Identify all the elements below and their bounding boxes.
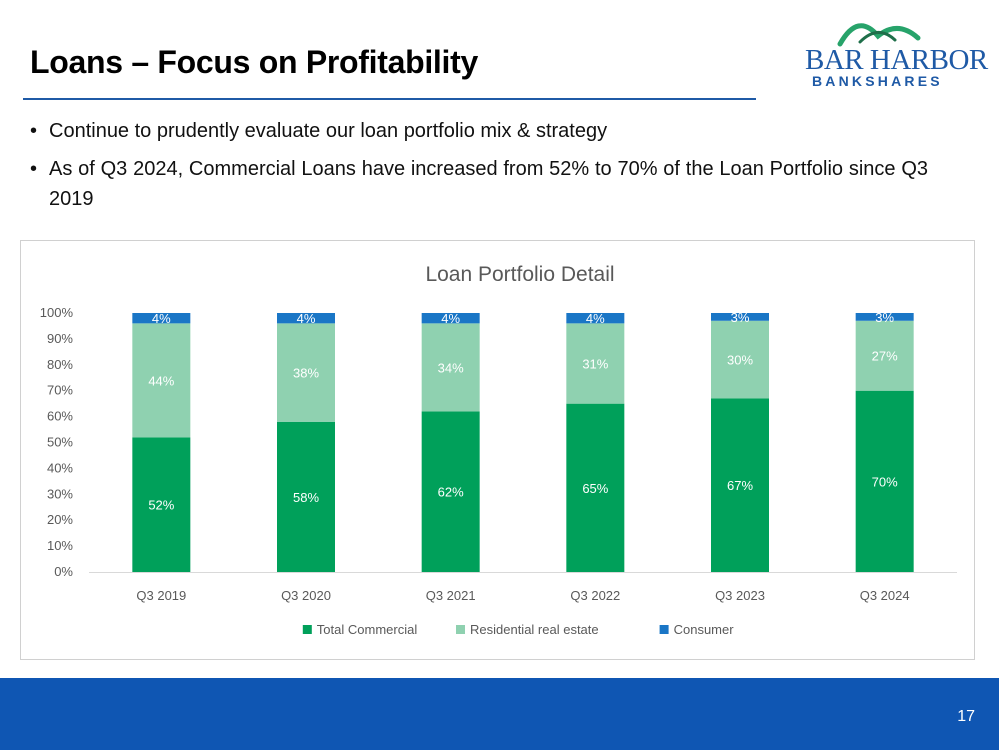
y-tick-label: 100% xyxy=(40,305,74,320)
y-tick-label: 40% xyxy=(47,460,73,475)
y-tick-label: 20% xyxy=(47,512,73,527)
y-tick-label: 10% xyxy=(47,538,73,553)
bar-segment xyxy=(132,323,191,438)
bar-segment xyxy=(711,313,769,321)
bar-segment xyxy=(277,323,335,422)
legend-label: Residential real estate xyxy=(470,622,599,637)
legend-swatch xyxy=(302,625,312,634)
data-label: 4% xyxy=(152,311,171,326)
data-label: 44% xyxy=(148,373,174,388)
bar-segment xyxy=(855,320,914,391)
bullet-text: As of Q3 2024, Commercial Loans have inc… xyxy=(49,158,928,210)
bar-segment xyxy=(421,411,480,572)
y-tick-label: 0% xyxy=(54,564,73,579)
chart-title: Loan Portfolio Detail xyxy=(425,263,614,286)
logo-wordmark-bankshares: BANKSHARES xyxy=(812,73,943,89)
legend-swatch xyxy=(456,625,465,634)
x-tick-label: Q3 2024 xyxy=(860,588,910,603)
stacked-bar-chart: Loan Portfolio Detail 0% 10% 20% 30% 40% 50% 60… xyxy=(40,263,957,637)
y-tick-label: 50% xyxy=(47,435,73,450)
bullet-dot: • xyxy=(30,120,38,142)
legend-label: Total Commercial xyxy=(317,622,418,637)
y-tick-label: 90% xyxy=(47,331,73,346)
legend-label: Consumer xyxy=(674,622,735,637)
bar-segment xyxy=(711,320,769,399)
logo-arc-light xyxy=(837,23,921,47)
bar-segment xyxy=(566,323,625,404)
footer-bar: 17 xyxy=(0,678,999,750)
y-tick-label: 80% xyxy=(47,357,73,372)
data-label: 38% xyxy=(293,366,319,381)
data-label: 3% xyxy=(731,310,750,325)
bar-segment xyxy=(421,323,480,412)
data-label: 34% xyxy=(438,360,464,375)
bar-segment xyxy=(421,313,480,324)
logo-wordmark-bar-harbor: BAR HARBOR xyxy=(805,44,988,76)
data-label: 3% xyxy=(875,310,894,325)
x-tick-label: Q3 2020 xyxy=(281,588,331,603)
x-tick-label: Q3 2019 xyxy=(136,588,186,603)
page-number: 17 xyxy=(957,708,975,725)
data-label: 31% xyxy=(582,357,608,372)
data-label: 4% xyxy=(297,311,316,326)
y-tick-label: 30% xyxy=(47,486,73,501)
y-tick-label: 60% xyxy=(47,409,73,424)
bullet-item: • As of Q3 2024, Commercial Loans have i… xyxy=(30,154,928,214)
x-tick-label: Q3 2021 xyxy=(426,588,476,603)
bar-segment xyxy=(711,398,769,572)
title-underline xyxy=(23,98,756,100)
data-label: 4% xyxy=(586,311,605,326)
bullet-item: • Continue to prudently evaluate our loa… xyxy=(30,116,928,146)
chart-container: Loan Portfolio Detail 0% 10% 20% 30% 40% 50% 60… xyxy=(20,240,975,660)
bar-segment xyxy=(277,421,335,572)
bar-segment xyxy=(132,313,191,324)
data-label: 4% xyxy=(441,311,460,326)
data-label: 27% xyxy=(872,349,898,364)
slide-title: Loans – Focus on Profitability xyxy=(30,44,478,80)
data-label: 58% xyxy=(293,490,319,505)
legend-swatch xyxy=(659,625,669,634)
bullet-list: • Continue to prudently evaluate our loa… xyxy=(30,116,928,222)
x-tick-label: Q3 2023 xyxy=(715,588,765,603)
bar-segment xyxy=(277,313,335,324)
logo-arc-dark xyxy=(858,31,897,44)
data-label: 52% xyxy=(148,498,174,513)
data-label: 70% xyxy=(872,474,898,489)
data-label: 67% xyxy=(727,478,753,493)
bullet-dot: • xyxy=(30,158,38,180)
x-tick-label: Q3 2022 xyxy=(570,588,620,603)
bar-harbor-logo xyxy=(837,23,921,47)
bullet-text: Continue to prudently evaluate our loan … xyxy=(49,120,608,142)
data-label: 62% xyxy=(438,485,464,500)
bar-segment xyxy=(855,313,914,321)
data-label: 65% xyxy=(582,481,608,496)
bar-segment xyxy=(132,437,191,572)
bar-segment xyxy=(566,313,625,324)
bar-segment xyxy=(566,403,625,572)
bar-segment xyxy=(855,390,914,572)
data-label: 30% xyxy=(727,353,753,368)
y-tick-label: 70% xyxy=(47,383,73,398)
